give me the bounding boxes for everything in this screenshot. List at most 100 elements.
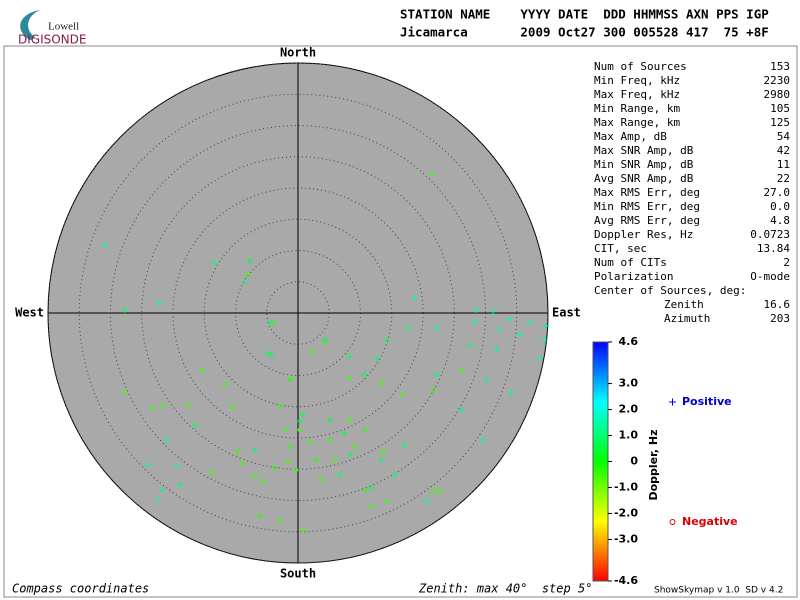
colorbar-tick-label: -3.0 bbox=[614, 532, 638, 545]
direction-label: North bbox=[280, 46, 316, 60]
colorbar-tick-label: -2.0 bbox=[614, 506, 638, 519]
source-plus bbox=[155, 496, 161, 503]
source-plus bbox=[411, 295, 418, 301]
source-plus bbox=[361, 371, 368, 378]
source-circle bbox=[369, 503, 375, 509]
source-plus bbox=[246, 258, 253, 265]
legend-marker bbox=[669, 519, 676, 525]
source-circle bbox=[209, 470, 215, 476]
source-circle bbox=[309, 349, 315, 355]
source-plus bbox=[490, 308, 496, 315]
source-circle bbox=[252, 473, 258, 479]
source-circle bbox=[297, 427, 303, 433]
colorbar-tick-label: 3.0 bbox=[619, 377, 639, 390]
stat-value: 203 bbox=[770, 312, 790, 325]
source-plus bbox=[458, 406, 465, 413]
source-circle bbox=[150, 405, 156, 411]
source-plus bbox=[368, 485, 375, 491]
source-plus bbox=[346, 451, 353, 458]
stat-label: Max Amp, dB bbox=[594, 130, 667, 143]
source-plus bbox=[156, 300, 163, 306]
source-plus bbox=[268, 351, 275, 358]
source-circle bbox=[322, 340, 328, 346]
header-line: STATION NAME YYYY DATE DDD HHMMSS AXN PP… bbox=[400, 7, 769, 22]
source-plus bbox=[176, 481, 183, 488]
direction-label: South bbox=[280, 567, 316, 581]
source-circle bbox=[352, 444, 358, 450]
source-plus bbox=[466, 341, 473, 348]
source-plus bbox=[516, 331, 523, 338]
source-circle bbox=[380, 449, 386, 455]
source-circle bbox=[257, 513, 263, 519]
source-circle bbox=[327, 437, 333, 443]
stat-value: 153 bbox=[770, 60, 790, 73]
stat-label: Min SNR Amp, dB bbox=[594, 158, 694, 171]
logo-swoosh bbox=[20, 10, 40, 40]
source-circle bbox=[270, 320, 276, 326]
source-plus bbox=[145, 461, 151, 468]
stat-value: 105 bbox=[770, 102, 790, 115]
source-circle bbox=[293, 467, 299, 473]
source-plus bbox=[158, 486, 165, 493]
source-circle bbox=[318, 476, 324, 482]
stat-label: Azimuth bbox=[664, 312, 710, 325]
stat-value: 13.84 bbox=[757, 242, 790, 255]
stat-value: 22 bbox=[777, 172, 790, 185]
source-circle bbox=[245, 271, 251, 277]
source-plus bbox=[383, 336, 390, 343]
source-circle bbox=[277, 403, 283, 409]
source-circle bbox=[222, 381, 228, 387]
stat-label: Min Freq, kHz bbox=[594, 74, 680, 87]
source-plus bbox=[300, 411, 306, 418]
source-plus bbox=[405, 325, 411, 331]
source-circle bbox=[429, 171, 435, 177]
source-plus bbox=[536, 355, 543, 361]
source-plus bbox=[493, 346, 500, 353]
stat-label: Avg SNR Amp, dB bbox=[594, 172, 694, 185]
footer-middle: Zenith: max 40° step 5° bbox=[418, 582, 592, 596]
source-plus bbox=[473, 306, 480, 313]
source-circle bbox=[362, 427, 368, 433]
source-plus bbox=[341, 430, 348, 436]
direction-label: East bbox=[552, 306, 581, 320]
stat-label: Zenith bbox=[664, 298, 704, 311]
stat-label: Center of Sources, deg: bbox=[594, 284, 746, 297]
source-circle bbox=[260, 479, 266, 485]
stat-value: 2 bbox=[783, 256, 790, 269]
source-circle bbox=[430, 488, 436, 494]
stat-label: Max Range, km bbox=[594, 116, 680, 129]
source-circle bbox=[384, 499, 390, 505]
source-circle bbox=[459, 367, 465, 373]
stat-label: Avg RMS Err, deg bbox=[594, 214, 700, 227]
source-circle bbox=[239, 460, 245, 466]
source-circle bbox=[185, 402, 191, 408]
colorbar-tick-label: 0 bbox=[630, 455, 638, 468]
source-plus bbox=[241, 278, 248, 285]
source-plus bbox=[266, 320, 273, 326]
stat-value: 54 bbox=[777, 130, 791, 143]
stat-value: 11 bbox=[777, 158, 790, 171]
source-circle bbox=[287, 444, 293, 450]
frame bbox=[3, 45, 798, 598]
source-plus bbox=[211, 260, 218, 266]
source-plus bbox=[391, 471, 398, 478]
source-plus bbox=[378, 456, 385, 463]
source-circle bbox=[307, 439, 313, 445]
source-circle bbox=[272, 465, 278, 471]
source-plus bbox=[483, 376, 490, 383]
source-plus bbox=[101, 241, 108, 248]
source-plus bbox=[506, 316, 513, 323]
colorbar bbox=[592, 341, 609, 582]
stat-value: 42 bbox=[777, 144, 790, 157]
source-plus bbox=[471, 318, 478, 325]
footer-left: Compass coordinates bbox=[12, 582, 149, 596]
stat-label: Min RMS Err, deg bbox=[594, 200, 700, 213]
source-plus bbox=[433, 325, 440, 331]
source-plus bbox=[163, 436, 170, 443]
source-circle bbox=[332, 457, 338, 463]
source-plus bbox=[541, 336, 548, 343]
source-plus bbox=[480, 436, 486, 443]
stat-label: Max Freq, kHz bbox=[594, 88, 680, 101]
stat-label: Num of Sources bbox=[594, 60, 687, 73]
